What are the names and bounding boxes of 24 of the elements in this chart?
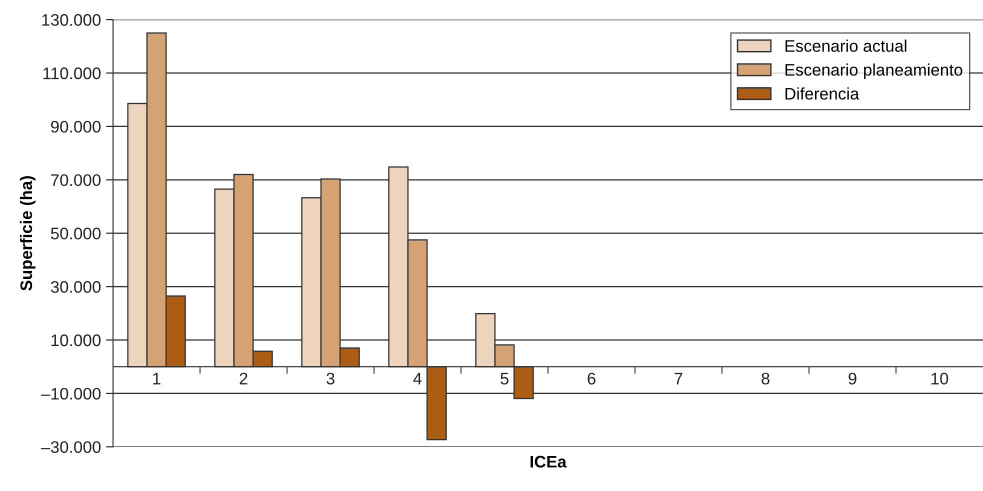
y-tick-label: –30.000 (41, 441, 101, 454)
legend-label: Escenario planeamiento (786, 64, 962, 80)
y-tick-label: 90.000 (51, 120, 101, 133)
x-tick-label: 2 (240, 372, 248, 384)
y-tick-label: –10.000 (41, 388, 101, 400)
x-tick-label: 3 (326, 372, 334, 385)
x-tick-label: 8 (762, 372, 770, 385)
y-tick-label: 70.000 (51, 174, 101, 186)
y-tick-label: 110.000 (44, 67, 101, 80)
x-tick-label: 4 (413, 372, 422, 384)
x-tick-label: 10 (932, 372, 948, 385)
legend-label: Escenario actual (786, 40, 906, 52)
y-axis-title: Superficie (ha) (20, 176, 36, 291)
y-tick-label: 30.000 (50, 281, 101, 293)
y-tick-label: 10.000 (52, 334, 101, 346)
legend-label: Diferencia (786, 87, 860, 100)
x-axis-title: ICEa (530, 456, 567, 468)
x-tick-label: 1 (153, 372, 160, 384)
x-tick-label: 6 (588, 372, 596, 385)
x-tick-label: 7 (674, 372, 682, 384)
y-tick-label: 50.000 (50, 228, 101, 240)
x-tick-label: 9 (848, 372, 856, 385)
x-tick-label: 5 (500, 372, 508, 385)
y-tick-label: 130.000 (42, 14, 101, 26)
